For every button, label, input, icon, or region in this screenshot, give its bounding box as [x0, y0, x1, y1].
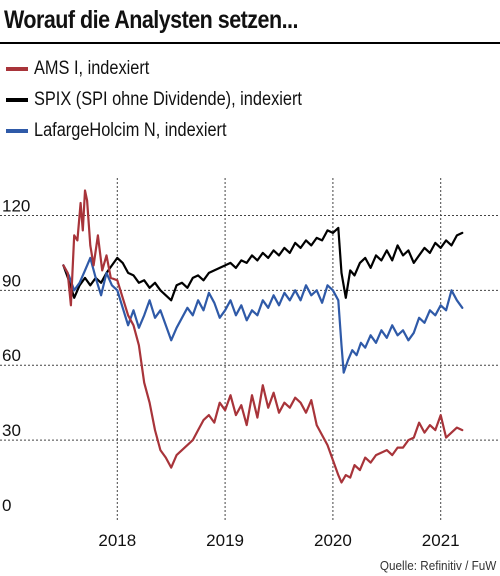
legend: AMS I, indexiert SPIX (SPI ohne Dividend…	[6, 53, 346, 146]
xtick-label-2020: 2020	[314, 531, 352, 550]
ytick-label-120: 120	[2, 196, 30, 215]
xtick-label-2019: 2019	[206, 531, 244, 550]
legend-swatch-spix	[6, 97, 28, 102]
legend-swatch-ams	[6, 66, 28, 71]
xtick-label-2021: 2021	[422, 531, 460, 550]
legend-item-spix: SPIX (SPI ohne Dividende), indexiert	[6, 84, 346, 115]
xtick-label-2018: 2018	[98, 531, 136, 550]
source-note: Quelle: Refinitiv / FuW	[379, 558, 496, 573]
title-divider	[0, 42, 500, 44]
legend-label-holcim: LafargeHolcim N, indexiert	[34, 119, 227, 141]
legend-label-ams: AMS I, indexiert	[34, 57, 150, 79]
legend-item-holcim: LafargeHolcim N, indexiert	[6, 115, 346, 146]
legend-label-spix: SPIX (SPI ohne Dividende), indexiert	[34, 88, 302, 110]
series-line-ams	[62, 189, 464, 484]
ytick-label-30: 30	[2, 421, 21, 440]
legend-swatch-holcim	[6, 128, 28, 133]
ytick-label-90: 90	[2, 271, 21, 290]
legend-item-ams: AMS I, indexiert	[6, 53, 346, 84]
chart-title: Worauf die Analysten setzen...	[4, 6, 298, 34]
ytick-label-0: 0	[2, 496, 11, 515]
series-line-spix	[62, 226, 464, 302]
ytick-label-60: 60	[2, 346, 21, 365]
series-line-lafargeholcim	[62, 256, 464, 374]
